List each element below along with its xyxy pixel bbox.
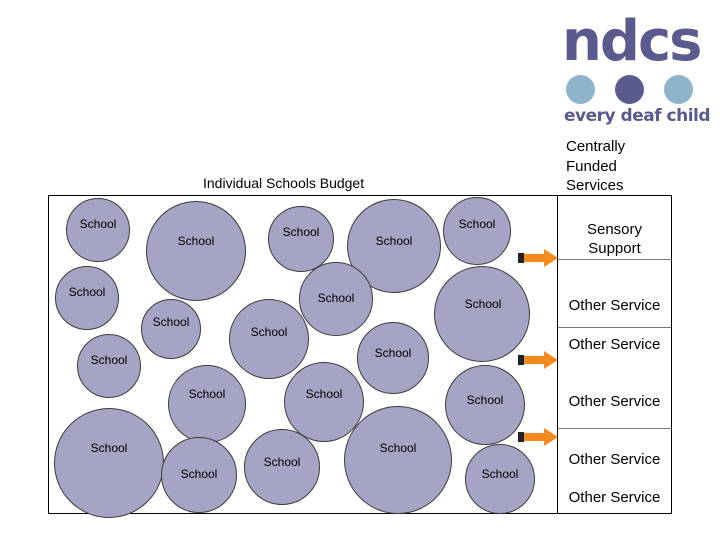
school-label: School (90, 353, 128, 367)
school-circle (299, 262, 373, 336)
school-label: School (263, 455, 301, 469)
school-label: School (374, 346, 412, 360)
school-circle (66, 198, 130, 262)
logo-dot-center (615, 75, 644, 104)
service-other: Other Service (568, 451, 661, 468)
service-divider (558, 327, 671, 328)
school-circle (284, 362, 364, 442)
school-label: School (177, 234, 215, 248)
school-label: School (188, 387, 226, 401)
school-circle (268, 206, 334, 272)
school-circle (357, 322, 429, 394)
ndcs-logo: ndcs every deaf child (560, 14, 711, 130)
logo-dot-right (664, 75, 693, 104)
logo-dot-left (566, 75, 595, 104)
individual-schools-budget-box: School School School School School School Scho… (48, 195, 558, 518)
service-other: Other Service (568, 393, 661, 410)
funding-arrow-icon (518, 351, 558, 369)
school-label: School (79, 217, 117, 231)
logo-tagline: every deaf child (564, 106, 711, 126)
school-circle (443, 197, 511, 265)
centrally-funded-title: Centrally Funded Services (566, 138, 626, 194)
school-circle (465, 444, 535, 514)
service-other: Other Service (568, 489, 661, 506)
school-label: School (305, 387, 343, 401)
service-divider (558, 428, 671, 429)
school-label: School (317, 291, 355, 305)
school-circle (168, 365, 246, 443)
school-circle (434, 266, 530, 362)
school-label: School (152, 315, 190, 329)
school-circle (141, 299, 201, 359)
school-circle (77, 334, 141, 398)
school-label: School (180, 467, 218, 481)
school-circle (161, 437, 237, 513)
school-label: School (466, 393, 504, 407)
school-circle (229, 299, 309, 379)
school-label: School (68, 285, 106, 299)
school-label: School (250, 325, 288, 339)
school-circle (55, 266, 119, 330)
school-label: School (375, 234, 413, 248)
service-other: Other Service (568, 336, 661, 353)
service-divider (558, 259, 671, 260)
service-other: Other Service (568, 297, 661, 314)
school-label: School (464, 297, 502, 311)
funding-arrow-icon (518, 249, 558, 267)
service-sensory-support: Sensory Support (586, 221, 643, 257)
school-label: School (282, 225, 320, 239)
school-circle (244, 429, 320, 505)
school-label: School (379, 441, 417, 455)
school-circle (146, 201, 246, 301)
school-circle (445, 365, 525, 445)
school-circle (344, 406, 452, 514)
centrally-funded-services-box: Sensory Support Other Service Other Serv… (557, 195, 672, 514)
funding-arrow-icon (518, 428, 558, 446)
logo-wordmark: ndcs (562, 9, 702, 74)
school-label: School (90, 441, 128, 455)
school-label: School (481, 467, 519, 481)
individual-schools-budget-title: Individual Schools Budget (203, 175, 365, 191)
school-circle (54, 408, 164, 518)
school-label: School (458, 217, 496, 231)
